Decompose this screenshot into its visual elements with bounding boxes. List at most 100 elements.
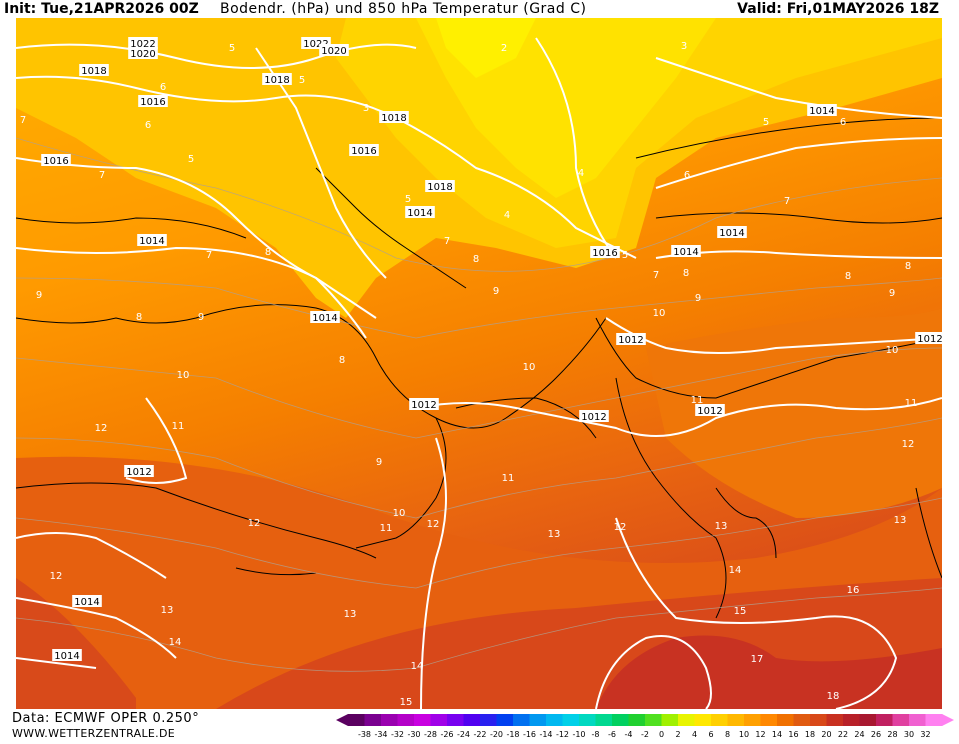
colorbar-swatch [348,714,365,726]
pressure-value: 1012 [697,406,722,417]
temperature-value: 11 [691,395,704,406]
temperature-value: 14 [411,661,424,672]
pressure-value: 1012 [917,334,942,345]
colorbar-tick-label: -6 [608,730,616,739]
temperature-value: 2 [501,43,507,54]
colorbar-max-arrow [942,714,954,726]
sw-warm-zone [16,578,136,709]
temperature-value: 17 [751,654,764,665]
colorbar-swatch [381,714,398,726]
temperature-value: 11 [172,421,185,432]
temperature-value: 3 [363,103,369,114]
temperature-value: 5 [405,194,411,205]
temperature-value: 7 [206,250,212,261]
east-warm-zone [646,308,942,518]
colorbar-swatch [826,714,844,726]
temperature-value: 8 [905,261,911,272]
temperature-value: 9 [493,286,499,297]
temperature-value: 4 [578,168,584,179]
temperature-value: 5 [188,154,194,165]
colorbar-swatch [843,714,860,726]
temperature-value: 13 [344,609,357,620]
colorbar-tick-label: 0 [659,730,664,739]
pressure-value: 1020 [321,46,346,57]
colorbar-tick-label: -28 [424,730,437,739]
pressure-value: 1014 [719,228,744,239]
temperature-value: 13 [894,515,907,526]
colorbar-swatch [859,714,877,726]
pressure-label: 1012 [695,404,725,417]
pressure-label: 1012 [915,332,942,345]
weather-map[interactable]: 1022 1020 1022 1020 1018 1018 1016 1018 1016 1016… [16,18,942,709]
temperature-value: 13 [548,529,561,540]
colorbar-tick-label: 14 [772,730,782,739]
temperature-value: 10 [886,345,899,356]
colorbar-tick-label: 6 [708,730,713,739]
pressure-value: 1012 [411,400,436,411]
temperature-value: 12 [50,571,63,582]
colorbar-swatch [892,714,910,726]
pressure-label: 1016 [590,246,620,259]
temperature-value: 15 [400,697,413,708]
init-time-label: Init: Tue,21APR2026 00Z [4,1,199,17]
colorbar-tick-label: -16 [523,730,536,739]
pressure-label: 1014 [807,104,837,117]
pressure-value: 1014 [809,106,834,117]
colorbar-tick-label: 16 [788,730,798,739]
colorbar-tick-label: -34 [374,730,387,739]
temperature-value: 5 [763,117,769,128]
colorbar-tick-label: -20 [490,730,503,739]
colorbar-tick-label: 22 [838,730,848,739]
pressure-label: 1014 [310,311,340,324]
pressure-value: 1018 [81,66,106,77]
pressure-value: 1022 [130,39,155,50]
temperature-value: 12 [95,423,108,434]
pressure-value: 1014 [407,208,432,219]
colorbar-swatch [777,714,794,726]
colorbar-tick-label: 12 [755,730,765,739]
pressure-label: 1014 [405,206,435,219]
colorbar-swatch [463,714,481,726]
temperature-value: 6 [684,170,690,181]
pressure-label: 1012 [409,398,439,411]
colorbar-tick-label: -22 [473,730,486,739]
temperature-value: 12 [614,522,627,533]
colorbar-swatch [925,714,943,726]
pressure-value: 1016 [140,97,165,108]
colorbar-tick-label: 32 [920,730,930,739]
colorbar-swatch [579,714,596,726]
pressure-value: 1014 [74,597,99,608]
colorbar-tick-label: 20 [821,730,831,739]
temperature-value: 7 [444,236,450,247]
colorbar-swatch [546,714,563,726]
colorbar-tick-label: 26 [871,730,881,739]
colorbar-swatch [430,714,448,726]
temperature-colorbar: -38 -34 -32 -30 -28 -26 -24 -22 -20 -18 -16 -14 -12-… [336,712,956,740]
colorbar-swatch [793,714,811,726]
temperature-value: 8 [473,254,479,265]
colorbar-tick-label: -8 [592,730,600,739]
pressure-label: 1014 [52,649,82,662]
colorbar-swatch [678,714,695,726]
colorbar-swatch [480,714,497,726]
colorbar-tick-label: -32 [391,730,404,739]
colorbar-swatch [529,714,547,726]
cold-core-zone [436,18,536,78]
temperature-value: 8 [339,355,345,366]
colorbar-tick-label: -12 [556,730,569,739]
pressure-label: 1016 [41,154,71,167]
temperature-value: 11 [380,523,393,534]
temperature-value: 9 [889,288,895,299]
colorbar-swatch [645,714,662,726]
temperature-value: 6 [840,117,846,128]
colorbar-tick-label: 8 [725,730,730,739]
colorbar-swatch [661,714,679,726]
colorbar-swatch [760,714,778,726]
colorbar-tick-label: 18 [805,730,815,739]
colorbar-min-arrow [336,714,348,726]
temperature-value: 12 [427,519,440,530]
colorbar-swatch [397,714,415,726]
website-label: WWW.WETTERZENTRALE.DE [12,727,175,740]
pressure-label: 1014 [137,234,167,247]
